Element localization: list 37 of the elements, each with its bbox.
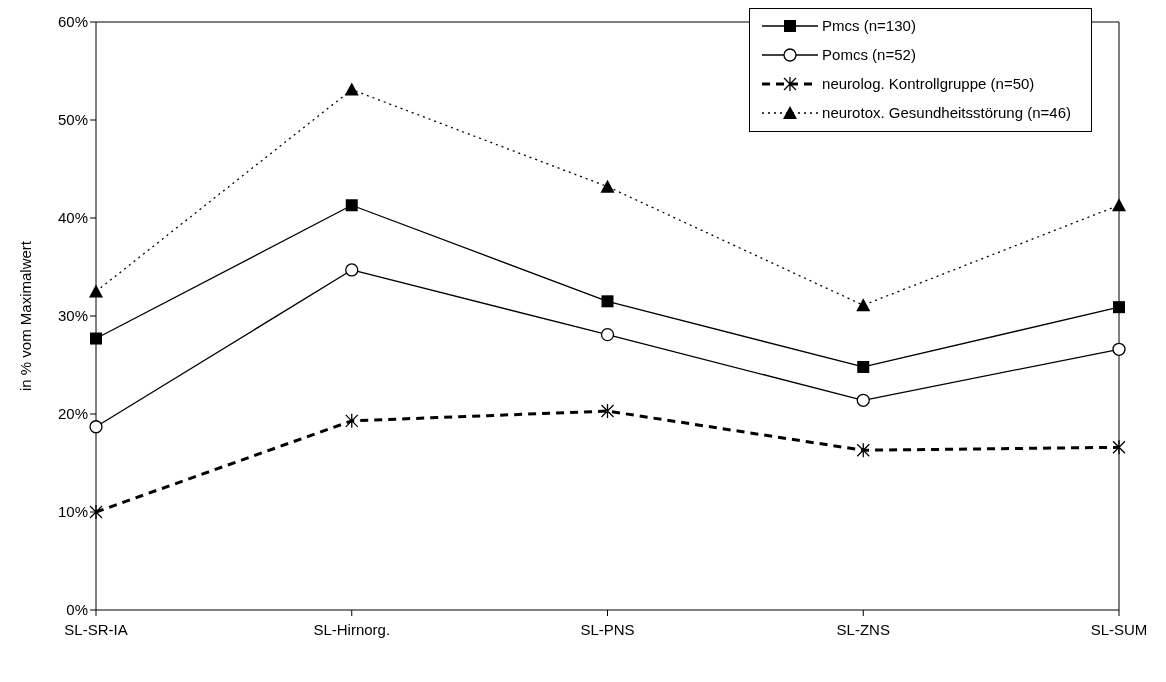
x-tick-label: SL-PNS (580, 620, 635, 638)
point (345, 413, 359, 429)
point (345, 199, 358, 212)
point (89, 504, 103, 520)
point (89, 420, 103, 434)
point (600, 327, 615, 342)
y-tick-label: 60% (57, 13, 88, 31)
x-tick-label: SL-SR-IA (64, 620, 128, 638)
legend-label: neurolog. Kontrollgruppe (n=50) (822, 75, 1035, 92)
y-axis-title: in % vom Maximalwert (17, 240, 35, 392)
y-tick-label: 40% (57, 209, 88, 227)
legend-label: neurotox. Gesundheitsstörung (n=46) (822, 104, 1071, 121)
y-tick-label: 30% (57, 307, 88, 325)
point (856, 393, 870, 407)
point (856, 442, 870, 458)
point (856, 298, 871, 312)
legend-label: Pmcs (n=130) (822, 17, 916, 34)
point (344, 82, 359, 96)
point (89, 284, 103, 298)
point (601, 295, 614, 308)
point (1112, 198, 1126, 212)
y-tick-label: 20% (57, 405, 88, 423)
x-tick-label: SL-Hirnorg. (313, 620, 391, 638)
point (857, 360, 870, 373)
y-tick-label: 10% (57, 503, 88, 521)
y-tick-label: 50% (57, 111, 88, 129)
y-tick-label: 0% (66, 601, 88, 619)
point (1112, 439, 1126, 455)
x-tick-label: SL-SUM (1090, 620, 1148, 638)
point (600, 179, 615, 193)
point (1112, 342, 1126, 356)
point (345, 263, 359, 277)
legend-label: Pomcs (n=52) (822, 46, 916, 63)
point (90, 332, 102, 345)
point (1113, 301, 1125, 314)
x-tick-label: SL-ZNS (836, 620, 890, 638)
point (600, 403, 615, 419)
